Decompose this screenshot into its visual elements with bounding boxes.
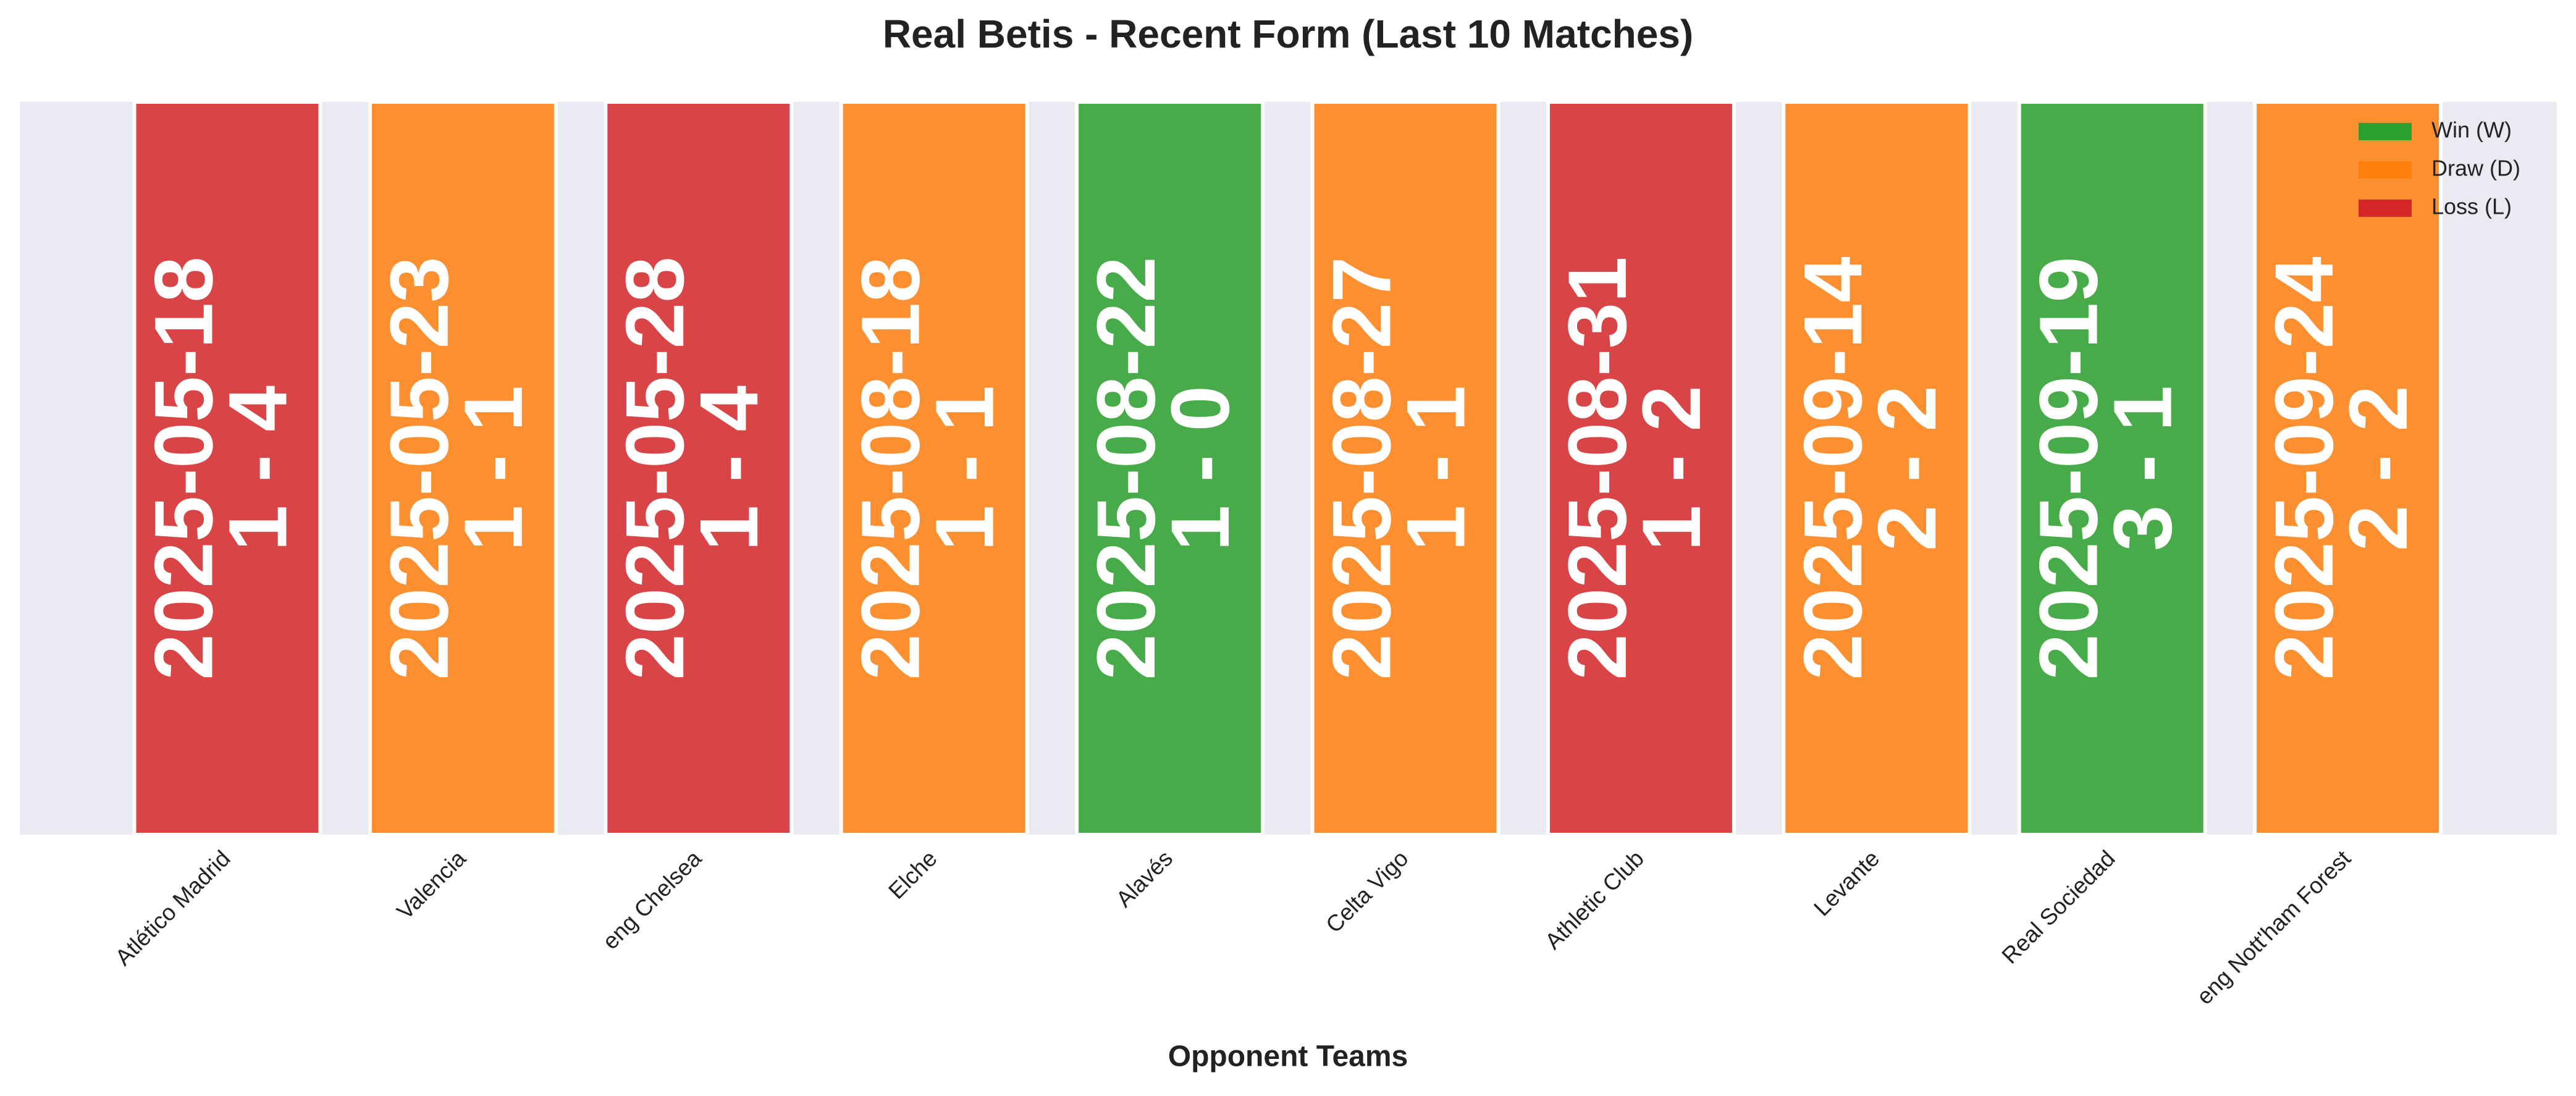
legend-swatch — [2359, 200, 2412, 217]
bar-score: 2 - 2 — [2333, 386, 2425, 551]
x-tick-label: eng Nott'ham Forest — [2192, 845, 2356, 1010]
bar-score: 1 - 1 — [919, 386, 1011, 551]
bar-date: 2025-08-31 — [1552, 256, 1644, 680]
bar — [2017, 100, 2207, 837]
bar — [1782, 100, 1972, 837]
bar — [1075, 100, 1265, 837]
x-tick-label: Alavés — [1111, 846, 1178, 913]
bar — [2253, 100, 2443, 837]
bar — [132, 100, 322, 837]
x-tick-label: Elche — [883, 846, 941, 904]
x-tick-label: Atlético Madrid — [111, 846, 235, 971]
bar-date: 2025-09-14 — [1787, 256, 1879, 680]
x-tick-label: eng Chelsea — [597, 845, 706, 954]
bar-date: 2025-08-18 — [845, 256, 937, 680]
legend-swatch — [2359, 123, 2412, 140]
bar-date: 2025-05-28 — [609, 256, 701, 680]
x-tick-label: Valencia — [392, 845, 471, 924]
legend-label: Draw (D) — [2431, 156, 2520, 181]
x-tick-label: Athletic Club — [1540, 846, 1649, 955]
bar-date: 2025-05-23 — [374, 256, 466, 680]
bar — [368, 100, 558, 837]
chart-title: Real Betis - Recent Form (Last 10 Matche… — [883, 12, 1693, 56]
legend-swatch — [2359, 161, 2412, 179]
bar-date: 2025-08-22 — [1080, 256, 1172, 680]
x-axis-label: Opponent Teams — [1168, 1040, 1408, 1073]
bar-score: 1 - 0 — [1155, 386, 1247, 551]
bar-date: 2025-05-18 — [138, 256, 230, 680]
bar-date: 2025-08-27 — [1316, 256, 1408, 680]
bar-score: 1 - 2 — [1626, 386, 1718, 551]
legend-label: Loss (L) — [2431, 194, 2512, 219]
bar-date: 2025-09-24 — [2258, 256, 2351, 680]
bar — [604, 100, 794, 837]
x-tick-label: Levante — [1809, 846, 1884, 921]
legend-label: Win (W) — [2431, 117, 2512, 143]
bar — [1546, 100, 1736, 837]
bar-score: 1 - 4 — [212, 386, 304, 551]
bar — [1310, 100, 1501, 837]
bar-score: 2 - 2 — [1861, 386, 1953, 551]
bar-score: 1 - 4 — [683, 386, 775, 551]
bar-score: 1 - 1 — [448, 386, 540, 551]
x-tick-label: Real Sociedad — [1997, 846, 2120, 969]
bar-score: 3 - 1 — [2097, 386, 2189, 551]
bar-score: 1 - 1 — [1390, 386, 1482, 551]
bar — [839, 100, 1029, 837]
bar-date: 2025-09-19 — [2023, 256, 2115, 680]
x-tick-label: Celta Vigo — [1321, 846, 1413, 938]
